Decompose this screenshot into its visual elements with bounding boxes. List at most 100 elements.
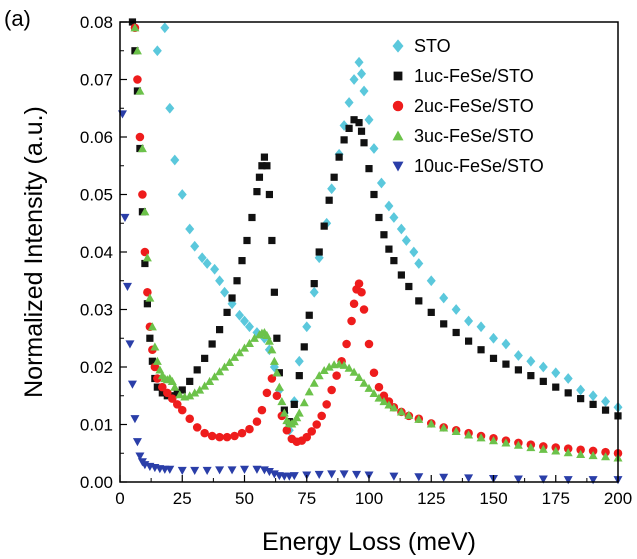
data-point — [344, 363, 354, 372]
data-point — [255, 173, 264, 181]
data-point — [563, 448, 573, 457]
data-point — [526, 355, 536, 367]
data-point — [143, 300, 151, 308]
data-point — [163, 388, 172, 398]
data-point — [201, 354, 209, 362]
data-point — [274, 382, 284, 391]
data-point — [342, 339, 351, 349]
data-point — [125, 340, 135, 349]
data-point — [305, 311, 313, 319]
x-tick-label: 25 — [173, 489, 192, 508]
y-tick-label: 0.05 — [80, 186, 113, 205]
data-point — [202, 466, 212, 475]
data-point — [551, 367, 561, 379]
x-tick-label: 75 — [297, 489, 316, 508]
data-point — [322, 400, 331, 409]
series-4 — [117, 110, 623, 485]
data-point — [132, 438, 142, 447]
data-point — [601, 396, 611, 407]
legend-marker — [393, 71, 403, 81]
data-point — [409, 246, 419, 258]
data-point — [190, 388, 200, 397]
data-point — [133, 75, 142, 84]
data-point — [248, 213, 256, 222]
data-point — [170, 154, 180, 166]
data-point — [168, 394, 177, 403]
data-point — [173, 389, 181, 397]
data-point — [210, 263, 220, 275]
x-tick-label: 50 — [235, 489, 254, 508]
data-point — [344, 97, 354, 108]
data-point — [160, 22, 170, 34]
data-point — [389, 403, 399, 412]
data-point — [120, 213, 130, 222]
data-point — [309, 286, 319, 298]
data-point — [294, 355, 304, 367]
data-point — [165, 102, 175, 114]
data-point — [476, 321, 486, 333]
data-point — [414, 473, 424, 482]
series-1 — [128, 18, 622, 426]
data-point — [396, 223, 406, 235]
data-point — [365, 165, 373, 173]
data-point — [240, 343, 249, 352]
data-point — [227, 298, 237, 310]
x-tick-label: 150 — [479, 489, 507, 508]
data-point — [439, 292, 449, 304]
data-point — [563, 476, 573, 485]
data-point — [315, 248, 323, 256]
data-point — [339, 470, 349, 479]
data-point — [300, 343, 308, 351]
data-point — [192, 423, 202, 432]
data-point — [314, 470, 324, 480]
data-point — [354, 56, 364, 68]
data-point — [152, 45, 162, 57]
data-point — [225, 357, 235, 366]
data-point — [501, 438, 511, 447]
y-axis-label: Normalized Intensity (a.u.) — [20, 106, 48, 398]
data-point — [220, 286, 230, 298]
data-point — [153, 383, 161, 391]
data-point — [269, 361, 279, 373]
legend-label: 1uc-FeSe/STO — [414, 66, 534, 86]
data-point — [258, 162, 266, 170]
data-point — [576, 384, 586, 396]
data-point — [150, 342, 160, 351]
data-point — [267, 345, 277, 354]
data-point — [390, 257, 398, 265]
data-point — [464, 430, 474, 439]
data-point — [369, 388, 379, 398]
data-point — [158, 389, 166, 397]
data-point — [175, 390, 185, 399]
data-point — [389, 212, 399, 223]
data-point — [588, 451, 598, 460]
data-point — [142, 253, 152, 262]
data-point — [319, 365, 329, 375]
data-point — [262, 388, 272, 398]
data-point — [357, 68, 367, 80]
data-point — [170, 382, 180, 391]
data-point — [601, 452, 611, 461]
data-point — [389, 472, 399, 481]
data-point — [320, 222, 328, 230]
data-point — [552, 383, 560, 391]
data-point — [186, 377, 194, 385]
plot-marks — [117, 18, 623, 485]
data-point — [165, 465, 175, 474]
data-point — [477, 346, 485, 354]
data-point — [264, 336, 274, 345]
data-point — [244, 321, 254, 333]
data-point — [374, 382, 384, 392]
legend: STO 1uc-FeSe/STO 2uc-FeSe/STO 3uc-FeSe/STO 1… — [392, 36, 544, 176]
data-point — [127, 380, 137, 389]
data-point — [347, 316, 356, 326]
data-point — [252, 417, 262, 426]
data-point — [279, 408, 289, 417]
data-point — [539, 377, 547, 385]
data-point — [310, 280, 318, 288]
data-point — [384, 200, 394, 212]
data-point — [207, 431, 217, 441]
data-point — [304, 387, 314, 396]
data-point — [464, 315, 474, 327]
